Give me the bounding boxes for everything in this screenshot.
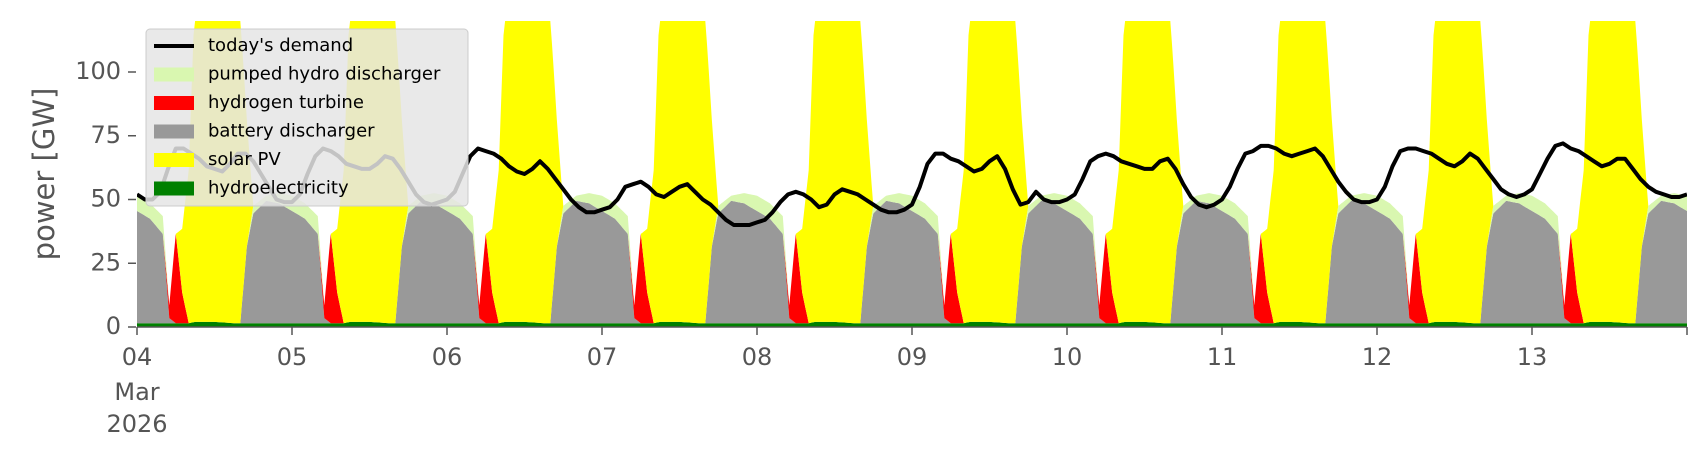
y-tick-label: 0 — [106, 312, 121, 340]
x-tick-label: 06 — [432, 343, 463, 371]
x-tick-label: 11 — [1207, 343, 1238, 371]
legend-swatch — [154, 67, 194, 82]
legend-box — [145, 28, 469, 207]
legend-label: solar PV — [208, 149, 281, 170]
y-tick-label: 100 — [75, 57, 121, 85]
x-tick-label: 04 — [122, 343, 153, 371]
y-axis: 0 25 50 75 100 — [75, 57, 136, 340]
x-tick-label: 07 — [587, 343, 618, 371]
area-hydro — [137, 321, 1687, 327]
x-tick-label: 09 — [897, 343, 928, 371]
legend-swatch — [154, 96, 194, 110]
x-tick-label: 05 — [277, 343, 308, 371]
x-tick-sublabel: Mar — [114, 378, 159, 406]
y-tick-label: 50 — [90, 185, 121, 213]
legend-swatch — [154, 181, 194, 196]
area-battery — [137, 200, 1687, 324]
legend: today's demand pumped hydro discharger hyd… — [145, 28, 469, 207]
x-tick-label: 08 — [742, 343, 773, 371]
legend-label: today's demand — [208, 35, 353, 56]
x-tick-label: 10 — [1052, 343, 1083, 371]
legend-label: hydrogen turbine — [208, 92, 364, 113]
x-axis: 04 Mar 2026 05 06 07 08 09 10 11 12 13 — [106, 326, 1688, 438]
y-axis-title: power [GW] — [27, 88, 61, 261]
area-solar — [137, 21, 1687, 324]
x-tick-sublabel: 2026 — [106, 410, 167, 438]
legend-label: hydroelectricity — [208, 178, 349, 199]
legend-label: battery discharger — [208, 121, 375, 142]
x-tick-label: 13 — [1517, 343, 1548, 371]
y-tick-label: 25 — [90, 248, 121, 276]
x-tick-label: 12 — [1362, 343, 1393, 371]
legend-swatch — [154, 124, 194, 139]
legend-label: pumped hydro discharger — [208, 64, 441, 85]
legend-swatch — [154, 153, 194, 167]
y-tick-label: 75 — [90, 121, 121, 149]
